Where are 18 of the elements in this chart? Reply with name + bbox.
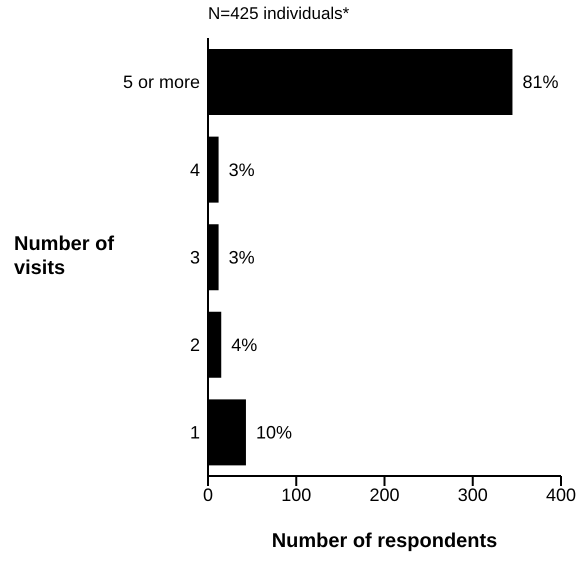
y-tick-label: 3	[190, 247, 200, 268]
y-axis-title: Number of visits	[14, 232, 114, 280]
x-tick-label: 100	[281, 484, 312, 505]
y-tick-label: 5 or more	[122, 72, 200, 92]
y-tick-label: 2	[190, 334, 200, 355]
annotation: 10%	[256, 422, 292, 443]
annotation: 81%	[522, 72, 558, 92]
x-tick-label: 200	[369, 484, 400, 505]
annotation: 3%	[228, 160, 255, 180]
annotation: 3%	[228, 247, 255, 268]
y-tick-label: 4	[190, 160, 200, 180]
x-tick-label: 0	[202, 484, 214, 505]
annotation: 4%	[231, 334, 258, 355]
chart-title: N=425 individuals*	[208, 4, 350, 24]
x-tick-label: 400	[546, 484, 576, 505]
x-axis-title: Number of respondents	[270, 530, 498, 553]
y-tick-label: 1	[190, 422, 200, 443]
x-tick-label: 300	[458, 484, 488, 505]
